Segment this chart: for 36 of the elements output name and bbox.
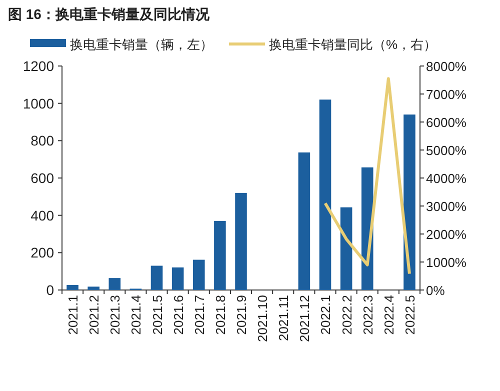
legend-label: 换电重卡销量同比（%，右） — [269, 37, 437, 52]
ytick: 1000 — [22, 95, 54, 112]
y2tick: 3000% — [426, 199, 466, 214]
xtick: 2021.5 — [150, 295, 165, 335]
xtick: 2022.5 — [402, 295, 418, 335]
ytick: 800 — [30, 132, 54, 149]
title: 图 16：换电重卡销量及同比情况 — [8, 6, 210, 22]
y2tick: 7000% — [426, 87, 466, 102]
xtick: 2021.2 — [86, 295, 102, 335]
xtick: 2021.11 — [276, 295, 292, 342]
xtick: 2021.1 — [66, 295, 81, 335]
legend-label: 换电重卡销量（辆，左） — [70, 37, 213, 52]
xtick: 2021.6 — [170, 295, 186, 335]
xtick: 2021.9 — [234, 295, 249, 335]
xtick: 2021.4 — [128, 295, 144, 335]
xtick: 2022.3 — [360, 295, 376, 335]
ytick: 400 — [30, 207, 54, 224]
xtick: 2021.12 — [297, 295, 312, 342]
y2tick: 4000% — [426, 171, 466, 186]
xtick: 2021.3 — [108, 295, 123, 335]
y2tick: 2000% — [426, 227, 466, 242]
xtick: 2021.8 — [212, 295, 228, 335]
xtick: 2022.4 — [381, 295, 396, 335]
y2tick: 6000% — [426, 115, 466, 130]
y2tick: 5000% — [426, 143, 466, 158]
ytick: 1200 — [22, 58, 54, 74]
ytick: 0 — [46, 282, 54, 298]
xtick: 2022.1 — [318, 295, 334, 335]
xtick: 2021.7 — [192, 295, 207, 335]
ytick: 200 — [30, 244, 54, 261]
xtick: 2022.2 — [339, 295, 354, 335]
y2tick: 0% — [426, 283, 445, 298]
y2tick: 1000% — [426, 255, 466, 270]
ytick: 600 — [30, 170, 54, 186]
y2tick: 8000% — [426, 59, 466, 74]
xtick: 2021.10 — [255, 295, 270, 342]
